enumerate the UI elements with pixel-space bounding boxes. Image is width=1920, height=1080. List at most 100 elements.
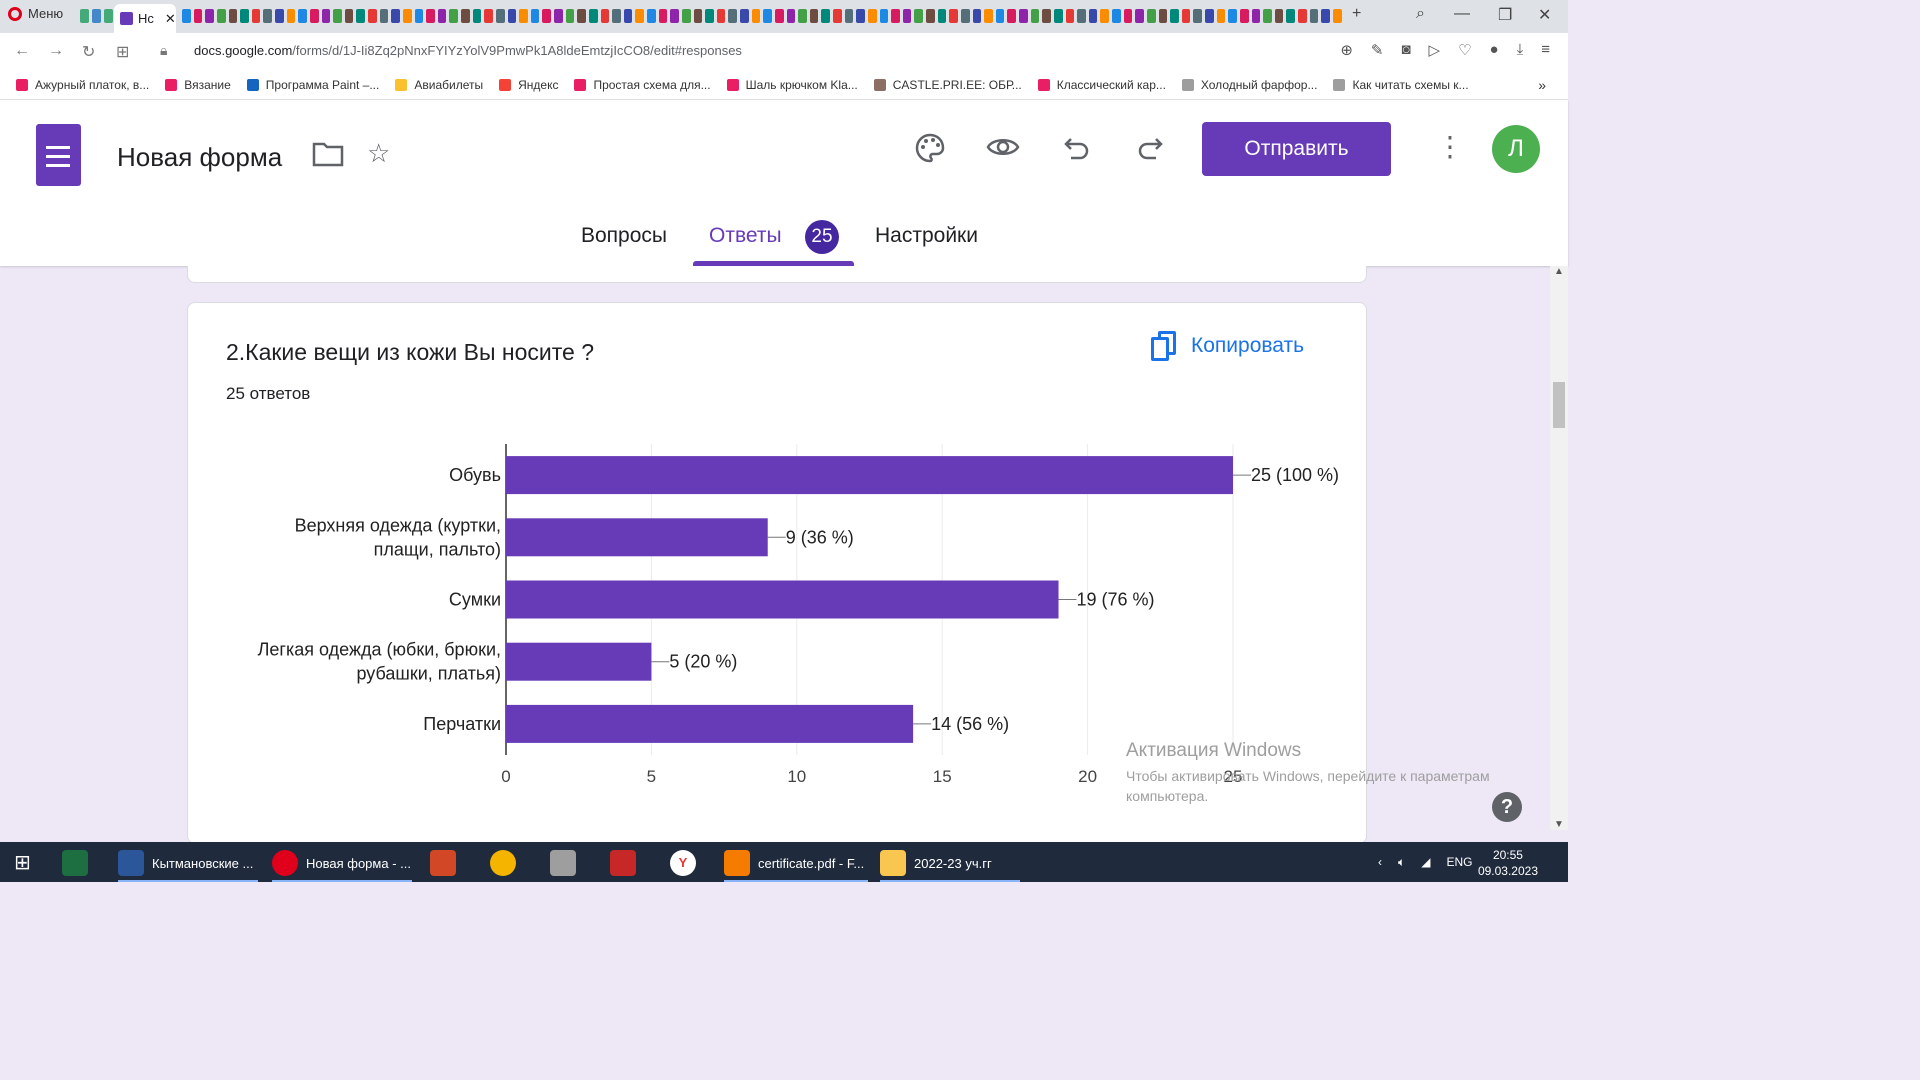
tab-favicon-icon[interactable] (519, 9, 528, 23)
tab-favicon-icon[interactable] (321, 9, 331, 23)
tab-favicon-icon[interactable] (635, 9, 644, 23)
camera-icon[interactable]: ◙ (1401, 41, 1411, 58)
tab-favicon-icon[interactable] (1321, 9, 1330, 23)
tab-favicon-icon[interactable] (205, 9, 214, 23)
scroll-down-icon[interactable]: ▼ (1554, 819, 1564, 830)
tab-favicon-icon[interactable] (193, 9, 203, 23)
tab-favicon-icon[interactable] (461, 9, 470, 23)
tab-favicon-icon[interactable] (530, 9, 540, 23)
form-title[interactable]: Новая форма (117, 142, 283, 172)
tab-favicon-icon[interactable] (251, 9, 261, 23)
tab-favicon-icon[interactable] (228, 9, 238, 23)
tab-answers[interactable]: Ответы (709, 224, 782, 247)
minimize-icon[interactable]: — (1454, 5, 1470, 22)
tab-favicon-icon[interactable] (1146, 9, 1156, 23)
forward-icon[interactable]: → (48, 42, 64, 59)
tab-favicon-icon[interactable] (740, 9, 749, 23)
tab-favicon-icon[interactable] (391, 9, 400, 23)
tab-favicon-icon[interactable] (379, 9, 389, 23)
opera-menu-button[interactable]: Меню (8, 6, 63, 21)
tab-favicon-icon[interactable] (402, 9, 412, 23)
tab-favicon-icon[interactable] (1205, 9, 1214, 23)
taskbar-foxit[interactable]: certificate.pdf - F... (724, 846, 868, 882)
tab-favicon-icon[interactable] (600, 9, 610, 23)
tab-favicon-icon[interactable] (867, 9, 877, 23)
tab-favicon-icon[interactable] (588, 9, 598, 23)
tab-favicon-icon[interactable] (1309, 9, 1319, 23)
tab-favicon-icon[interactable] (833, 9, 842, 23)
tab-favicon-icon[interactable] (763, 9, 772, 23)
tab-favicon-icon[interactable] (1065, 9, 1075, 23)
tab-favicon-icon[interactable] (1019, 9, 1028, 23)
tab-favicon-icon[interactable] (879, 9, 889, 23)
bookmark-item[interactable]: Программа Paint –... (246, 78, 379, 92)
tab-favicon-icon[interactable] (1263, 9, 1272, 23)
google-forms-logo-icon[interactable] (36, 124, 81, 186)
tab-favicon-icon[interactable] (240, 9, 249, 23)
tab-favicon-icon[interactable] (972, 9, 982, 23)
tab-favicon-icon[interactable] (751, 9, 761, 23)
preview-eye-icon[interactable] (986, 134, 1020, 167)
tab-favicon-icon[interactable] (902, 9, 912, 23)
tab-favicon-icon[interactable] (1007, 9, 1016, 23)
network-icon[interactable]: ◢ (1421, 855, 1431, 869)
tab-favicon-icon[interactable] (542, 9, 551, 23)
back-icon[interactable]: ← (14, 42, 30, 59)
more-options-icon[interactable]: ⋮ (1436, 131, 1464, 162)
bookmark-item[interactable]: CASTLE.PRI.EE: ОБР... (873, 78, 1022, 92)
edit-icon[interactable]: ✎ (1370, 42, 1384, 59)
tab-favicon-icon[interactable] (565, 9, 575, 23)
tab-favicon-icon[interactable] (495, 9, 505, 23)
send-icon[interactable]: ▷ (1428, 42, 1441, 59)
profile-icon[interactable]: ● (1489, 41, 1499, 58)
tab-favicon-icon[interactable] (786, 9, 796, 23)
tab-favicon-icon[interactable] (1030, 9, 1040, 23)
bookmark-item[interactable]: Как читать схемы к... (1333, 78, 1469, 92)
tab-favicon-icon[interactable] (937, 9, 947, 23)
language-indicator[interactable]: ENG (1446, 855, 1473, 869)
download-icon[interactable]: ⤓ (1516, 41, 1524, 58)
tab-favicon-icon[interactable] (1158, 9, 1168, 23)
tab-favicon-icon[interactable] (1228, 9, 1237, 23)
tab-favicon-icon[interactable] (286, 9, 296, 23)
tab-questions[interactable]: Вопросы (581, 224, 668, 247)
tab-favicon-icon[interactable] (681, 9, 691, 23)
tab-favicon-icon[interactable] (1239, 9, 1249, 23)
undo-icon[interactable] (1063, 134, 1091, 169)
send-button[interactable]: Отправить (1202, 122, 1391, 176)
tab-favicon-icon[interactable] (1123, 9, 1133, 23)
tab-favicon-icon[interactable] (426, 9, 435, 23)
tab-favicon-icon[interactable] (716, 9, 726, 23)
tab-favicon-icon[interactable] (1042, 9, 1051, 23)
bookmark-item[interactable]: Классический кар... (1037, 78, 1166, 92)
taskbar-folder[interactable]: 2022-23 уч.гг (880, 846, 1020, 882)
new-tab-icon[interactable]: + (1352, 5, 1362, 22)
tab-favicon-icon[interactable] (414, 9, 424, 23)
bookmark-item[interactable]: Холодный фарфор... (1181, 78, 1317, 92)
tab-favicon-icon[interactable] (1216, 9, 1226, 23)
help-icon[interactable]: ? (1492, 792, 1522, 822)
star-icon[interactable]: ☆ (367, 138, 391, 168)
tab-favicon-icon[interactable] (995, 9, 1005, 23)
tab-favicons-row[interactable] (182, 9, 1342, 23)
tab-favicon-icon[interactable] (1332, 9, 1342, 23)
tab-favicon-icon[interactable] (484, 9, 493, 23)
tab-favicon-icon[interactable] (309, 9, 319, 23)
tab-favicon-icon[interactable] (1088, 9, 1098, 23)
tab-favicon-icon[interactable] (658, 9, 668, 23)
tab-favicon-icon[interactable] (647, 9, 656, 23)
tab-favicon-icon[interactable] (472, 9, 482, 23)
bookmark-item[interactable]: Простая схема для... (574, 78, 711, 92)
tab-favicon-icon[interactable] (344, 9, 354, 23)
clock[interactable]: 20:55 09.03.2023 (1478, 847, 1538, 879)
bookmark-item[interactable]: Ажурный платок, в... (16, 78, 149, 92)
more-bookmarks-icon[interactable]: » (1538, 76, 1546, 93)
tab-favicon-icon[interactable] (356, 9, 365, 23)
taskbar-snipping[interactable] (550, 846, 576, 880)
tab-favicon-icon[interactable] (984, 9, 993, 23)
scroll-thumb[interactable] (1553, 382, 1565, 428)
tab-favicon-icon[interactable] (612, 9, 621, 23)
active-tab[interactable]: Нс ✕ (114, 4, 176, 33)
speed-dial-icon[interactable]: ⊞ (116, 44, 130, 61)
tab-favicon-icon[interactable] (437, 9, 447, 23)
